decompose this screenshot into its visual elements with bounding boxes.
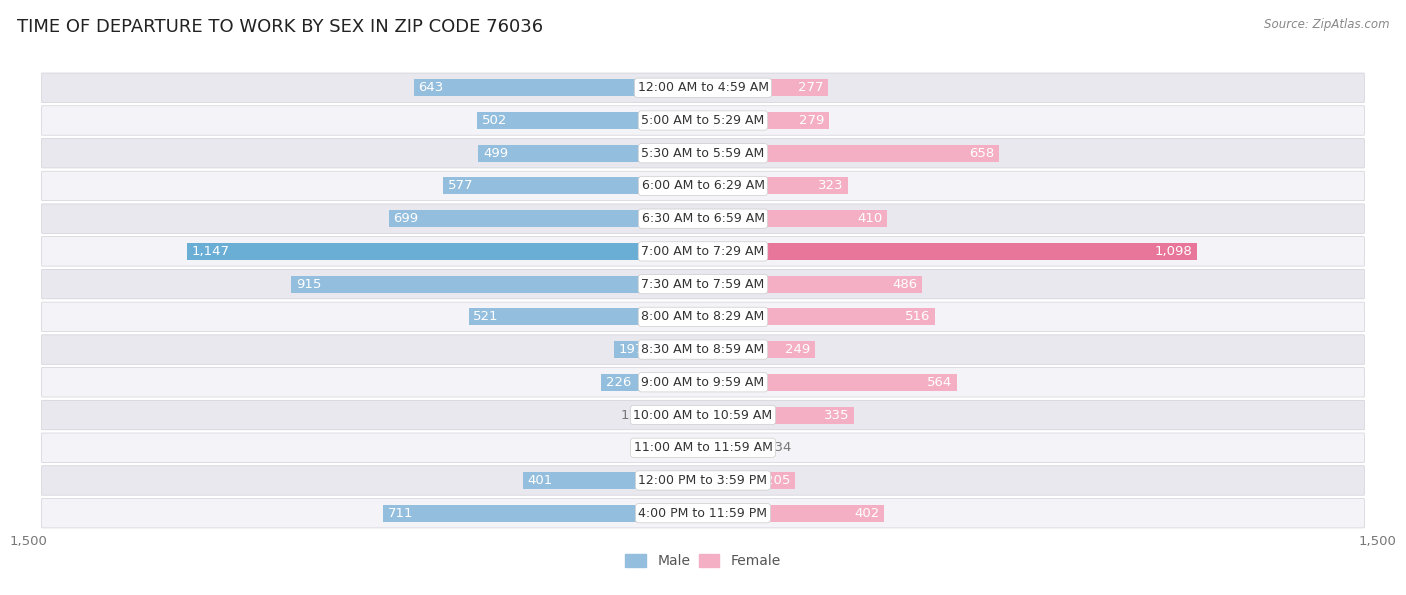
Bar — [703, 406, 853, 424]
Bar — [703, 472, 796, 489]
FancyBboxPatch shape — [42, 73, 1364, 102]
FancyBboxPatch shape — [42, 270, 1364, 299]
Bar — [703, 112, 828, 129]
Text: 7:00 AM to 7:29 AM: 7:00 AM to 7:29 AM — [641, 245, 765, 258]
Text: 226: 226 — [606, 376, 631, 389]
Bar — [650, 406, 703, 424]
FancyBboxPatch shape — [42, 433, 1364, 462]
FancyBboxPatch shape — [42, 171, 1364, 201]
Text: 249: 249 — [786, 343, 810, 356]
Bar — [468, 308, 703, 325]
Text: 486: 486 — [891, 278, 917, 290]
Bar — [291, 275, 703, 293]
Bar — [443, 177, 703, 195]
Text: 12:00 PM to 3:59 PM: 12:00 PM to 3:59 PM — [638, 474, 768, 487]
Text: 197: 197 — [619, 343, 644, 356]
Bar — [703, 308, 935, 325]
Bar — [602, 374, 703, 391]
Bar — [187, 243, 703, 260]
Bar — [703, 439, 763, 456]
Text: Source: ZipAtlas.com: Source: ZipAtlas.com — [1264, 18, 1389, 31]
Bar — [614, 341, 703, 358]
Text: 277: 277 — [797, 82, 823, 94]
FancyBboxPatch shape — [42, 335, 1364, 364]
FancyBboxPatch shape — [42, 368, 1364, 397]
Text: 499: 499 — [484, 147, 508, 159]
Bar — [478, 145, 703, 162]
Text: 410: 410 — [858, 212, 883, 225]
Text: 516: 516 — [905, 311, 931, 323]
Bar — [477, 112, 703, 129]
Text: 577: 577 — [449, 180, 474, 192]
FancyBboxPatch shape — [42, 302, 1364, 331]
Text: 5:30 AM to 5:59 AM: 5:30 AM to 5:59 AM — [641, 147, 765, 159]
Text: 2: 2 — [690, 441, 699, 454]
Text: 323: 323 — [818, 180, 844, 192]
Text: 5:00 AM to 5:29 AM: 5:00 AM to 5:29 AM — [641, 114, 765, 127]
Text: 4:00 PM to 11:59 PM: 4:00 PM to 11:59 PM — [638, 507, 768, 519]
Text: 502: 502 — [482, 114, 508, 127]
Bar — [703, 341, 815, 358]
Text: 402: 402 — [853, 507, 879, 519]
Bar — [703, 243, 1197, 260]
Text: 134: 134 — [766, 441, 792, 454]
Text: 8:30 AM to 8:59 AM: 8:30 AM to 8:59 AM — [641, 343, 765, 356]
Bar — [703, 210, 887, 227]
Text: 521: 521 — [472, 311, 499, 323]
Text: 118: 118 — [621, 409, 647, 421]
FancyBboxPatch shape — [42, 106, 1364, 135]
Text: 699: 699 — [394, 212, 418, 225]
Bar — [703, 374, 956, 391]
Text: 12:00 AM to 4:59 AM: 12:00 AM to 4:59 AM — [637, 82, 769, 94]
Bar — [382, 505, 703, 522]
Text: 1,147: 1,147 — [191, 245, 229, 258]
Text: 6:30 AM to 6:59 AM: 6:30 AM to 6:59 AM — [641, 212, 765, 225]
Text: 711: 711 — [388, 507, 413, 519]
Text: 643: 643 — [418, 82, 443, 94]
FancyBboxPatch shape — [42, 237, 1364, 266]
Text: 564: 564 — [927, 376, 952, 389]
FancyBboxPatch shape — [42, 139, 1364, 168]
Text: 10:00 AM to 10:59 AM: 10:00 AM to 10:59 AM — [634, 409, 772, 421]
FancyBboxPatch shape — [42, 204, 1364, 233]
Bar — [703, 505, 884, 522]
Text: 7:30 AM to 7:59 AM: 7:30 AM to 7:59 AM — [641, 278, 765, 290]
Bar — [413, 79, 703, 96]
Text: 915: 915 — [295, 278, 321, 290]
Text: 9:00 AM to 9:59 AM: 9:00 AM to 9:59 AM — [641, 376, 765, 389]
Text: 335: 335 — [824, 409, 849, 421]
Text: 279: 279 — [799, 114, 824, 127]
Bar — [703, 275, 922, 293]
Text: TIME OF DEPARTURE TO WORK BY SEX IN ZIP CODE 76036: TIME OF DEPARTURE TO WORK BY SEX IN ZIP … — [17, 18, 543, 36]
FancyBboxPatch shape — [42, 499, 1364, 528]
FancyBboxPatch shape — [42, 400, 1364, 430]
Text: 11:00 AM to 11:59 AM: 11:00 AM to 11:59 AM — [634, 441, 772, 454]
Bar — [703, 145, 1000, 162]
Text: 1,098: 1,098 — [1154, 245, 1192, 258]
Text: 6:00 AM to 6:29 AM: 6:00 AM to 6:29 AM — [641, 180, 765, 192]
Text: 8:00 AM to 8:29 AM: 8:00 AM to 8:29 AM — [641, 311, 765, 323]
Text: 658: 658 — [969, 147, 994, 159]
FancyBboxPatch shape — [42, 466, 1364, 495]
Legend: Male, Female: Male, Female — [626, 555, 780, 568]
Bar — [388, 210, 703, 227]
Text: 205: 205 — [765, 474, 790, 487]
Text: 401: 401 — [527, 474, 553, 487]
Bar — [703, 177, 848, 195]
Bar — [703, 79, 828, 96]
Bar — [523, 472, 703, 489]
